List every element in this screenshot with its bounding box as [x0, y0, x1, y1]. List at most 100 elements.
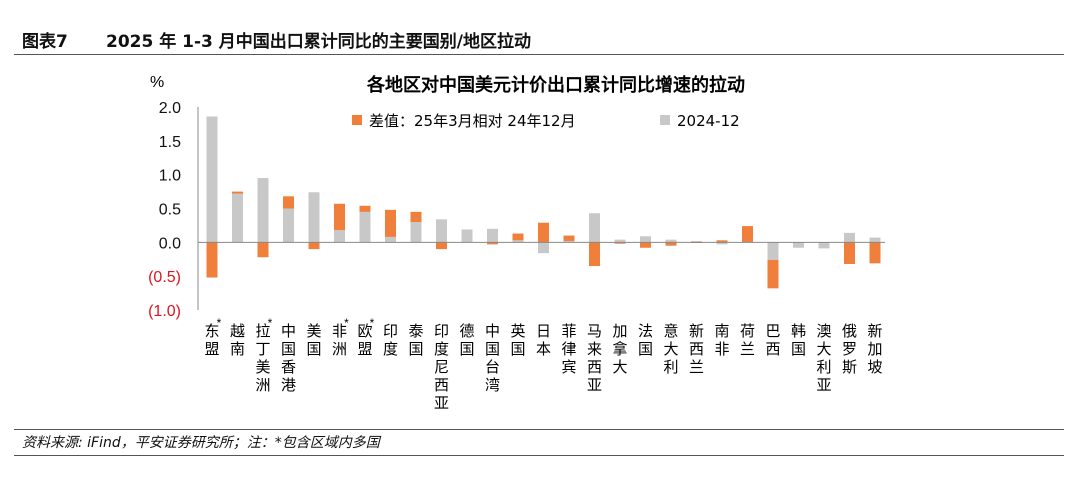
x-tick-label-char: 尼 — [434, 358, 449, 376]
x-tick-label-char: 湾 — [485, 376, 500, 394]
x-tick-label-char: 坡 — [867, 358, 882, 376]
bar-diff — [385, 209, 396, 237]
y-tick-label: 1.0 — [159, 168, 181, 185]
x-tick-label-char: 盟 — [204, 340, 219, 358]
x-tick-label-char: 泰 — [408, 322, 423, 340]
bar-diff — [334, 203, 345, 231]
x-tick-label-char: 巴 — [765, 322, 780, 340]
legend: 差值：25年3月相对 24年12月 2024-12 — [352, 112, 740, 130]
x-tick-label-char: 宾 — [561, 358, 576, 376]
y-tick-label: 1.5 — [159, 134, 181, 151]
x-tick-label-char: 来 — [587, 340, 602, 358]
bar-2024-12 — [359, 211, 371, 243]
x-tick-label-char: 加 — [612, 322, 627, 340]
x-tick-label-char: 非 — [714, 340, 729, 358]
bar-diff — [844, 242, 855, 264]
bar-diff — [665, 242, 677, 246]
bar-diff — [308, 242, 320, 250]
x-tick-label-char: 日 — [536, 322, 551, 340]
x-tick-label-char: 韩 — [791, 322, 806, 340]
x-tick-label-char: 美 — [306, 322, 321, 340]
x-tick-label-char: 西 — [587, 358, 602, 376]
bar-2024-12 — [869, 237, 881, 243]
x-tick-label-char: 菲 — [561, 322, 576, 340]
x-tick-label-char: 国 — [791, 340, 806, 358]
x-tick-label-char: 意 — [663, 322, 678, 340]
bar-2024-12 — [461, 229, 473, 243]
x-tick-star: * — [268, 316, 273, 330]
x-tick-label-char: 斯 — [842, 358, 857, 376]
y-tick-label: 0.0 — [159, 235, 181, 252]
bar-2024-12 — [308, 192, 320, 243]
bar-diff — [487, 242, 498, 245]
x-tick-label-char: 马 — [587, 322, 602, 340]
figure-title: 2025 年 1-3 月中国出口累计同比的主要国别/地区拉动 — [106, 32, 531, 52]
x-tick-label-char: 南 — [714, 322, 729, 340]
y-axis-ticks: 2.0 1.5 1.0 0.5 0.0 (0.5) (1.0) — [148, 100, 181, 320]
x-tick-star: * — [344, 316, 349, 330]
y-tick-label: (0.5) — [148, 269, 181, 286]
legend-swatch-diff — [352, 115, 362, 125]
x-tick-label-char: 德 — [459, 322, 474, 340]
x-tick-label-char: 越 — [230, 322, 245, 340]
x-tick-label-char: 亚 — [587, 376, 602, 394]
x-tick-label-char: 美 — [255, 358, 270, 376]
bar-2024-12 — [334, 230, 345, 243]
x-tick-label-char: 中 — [281, 322, 296, 340]
bar-2024-12 — [385, 236, 396, 243]
chart-title: 各地区对中国美元计价出口累计同比增速的拉动 — [366, 74, 745, 96]
x-tick-label-char: 盟 — [357, 340, 372, 358]
y-tick-label: 2.0 — [159, 100, 181, 117]
bar-diff — [538, 222, 549, 243]
x-tick-label-char: 新 — [689, 322, 704, 340]
bar-2024-12 — [257, 178, 269, 243]
bar-diff — [716, 240, 728, 243]
x-tick-label-char: 中 — [485, 322, 500, 340]
x-tick-label-char: 度 — [434, 340, 449, 358]
bar-2024-12 — [512, 240, 524, 243]
bar-diff — [869, 242, 881, 264]
x-tick-label-char: 洲 — [255, 376, 270, 394]
x-tick-label-char: 荷 — [740, 322, 755, 340]
y-tick-label: (1.0) — [148, 303, 181, 320]
x-tick-label-char: 利 — [663, 358, 678, 376]
bar-2024-12 — [563, 240, 575, 243]
x-tick-label-char: 国 — [306, 340, 321, 358]
x-tick-label-char: 本 — [536, 340, 551, 358]
bar-2024-12 — [538, 242, 549, 254]
x-tick-label-char: 加 — [867, 340, 882, 358]
bar-diff — [410, 211, 422, 223]
x-tick-label-char: 欧 — [357, 322, 372, 340]
x-tick-label-char: 利 — [816, 358, 831, 376]
x-tick-label-char: 国 — [485, 340, 500, 358]
x-tick-label-char: 印 — [383, 322, 398, 340]
bar-2024-12 — [487, 228, 498, 243]
bar-2024-12 — [691, 240, 702, 243]
x-tick-label-char: 亚 — [434, 394, 449, 412]
legend-swatch-2024-12 — [660, 115, 670, 125]
x-tick-label-char: 丁 — [255, 340, 270, 358]
bars — [206, 116, 881, 289]
x-tick-label-char: 西 — [434, 376, 449, 394]
figure-label: 图表7 — [22, 32, 68, 52]
source-note: 资料来源: iFind，平安证券研究所；注：*包含区域内多国 — [22, 435, 380, 451]
bar-diff — [359, 205, 371, 212]
bar-2024-12 — [206, 116, 218, 243]
legend-label-diff: 差值：25年3月相对 24年12月 — [369, 112, 576, 130]
bar-diff — [614, 242, 626, 244]
bar-diff — [589, 242, 600, 267]
bar-diff — [512, 233, 524, 241]
x-tick-label-char: 大 — [663, 340, 678, 358]
bar-diff — [436, 242, 447, 250]
x-tick-label-char: 新 — [867, 322, 882, 340]
bar-2024-12 — [665, 239, 677, 243]
bar-diff — [563, 235, 575, 241]
bar-diff — [742, 226, 753, 243]
x-tick-label-char: 印 — [434, 322, 449, 340]
bar-2024-12 — [844, 232, 855, 243]
bar-2024-12 — [818, 242, 830, 249]
x-tick-label-char: 非 — [332, 322, 347, 340]
x-tick-label-char: 西 — [765, 340, 780, 358]
bar-2024-12 — [410, 222, 422, 243]
x-tick-label-char: 度 — [383, 340, 398, 358]
